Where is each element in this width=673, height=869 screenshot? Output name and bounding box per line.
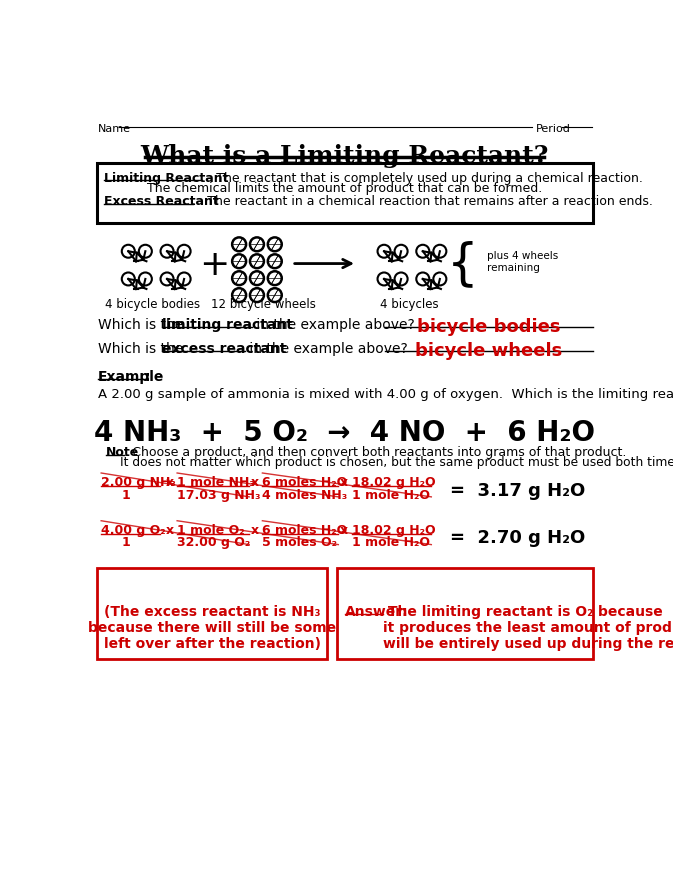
Text: 4 bicycle bodies: 4 bicycle bodies (105, 298, 200, 311)
Text: x: x (166, 475, 174, 488)
Text: limiting reactant: limiting reactant (162, 317, 293, 331)
Text: remaining: remaining (487, 263, 540, 273)
Text: in the example above?: in the example above? (246, 342, 408, 355)
Text: in the example above?: in the example above? (252, 317, 415, 331)
Text: What is a Limiting Reactant?: What is a Limiting Reactant? (141, 144, 548, 169)
Text: (The excess reactant is NH₃
because there will still be some
left over after the: (The excess reactant is NH₃ because ther… (88, 604, 336, 651)
Text: 5 moles O₂: 5 moles O₂ (262, 536, 337, 548)
Text: =  2.70 g H₂O: = 2.70 g H₂O (450, 529, 586, 547)
Text: 18.02 g H₂O: 18.02 g H₂O (351, 523, 435, 536)
Text: 1: 1 (121, 536, 130, 548)
Text: Example: Example (98, 369, 164, 383)
Text: – The reactant in a chemical reaction that remains after a reaction ends.: – The reactant in a chemical reaction th… (192, 195, 653, 208)
Text: plus 4 wheels: plus 4 wheels (487, 251, 559, 261)
Text: 6 moles H₂O: 6 moles H₂O (262, 523, 348, 536)
Text: – The reactant that is completely used up during a chemical reaction.: – The reactant that is completely used u… (202, 172, 643, 185)
Text: Which is the: Which is the (98, 317, 188, 331)
Text: The limiting reactant is O₂ because
it produces the least amount of product and
: The limiting reactant is O₂ because it p… (384, 604, 673, 651)
Text: {: { (446, 240, 479, 288)
Text: 12 bicycle wheels: 12 bicycle wheels (211, 298, 316, 311)
Text: 4.00 g O₂: 4.00 g O₂ (101, 523, 166, 536)
Text: 2.00 g NH₃: 2.00 g NH₃ (101, 475, 176, 488)
Text: 4 moles NH₃: 4 moles NH₃ (262, 488, 348, 501)
Text: Which is the: Which is the (98, 342, 188, 355)
Text: bicycle bodies: bicycle bodies (417, 317, 561, 335)
Text: x: x (251, 475, 259, 488)
Text: 6 moles H₂O: 6 moles H₂O (262, 475, 348, 488)
Text: 18.02 g H₂O: 18.02 g H₂O (351, 475, 435, 488)
Text: Answer:: Answer: (345, 604, 408, 618)
Text: Note: Note (106, 445, 139, 458)
Text: Excess Reactant: Excess Reactant (104, 195, 219, 208)
Text: x: x (251, 523, 259, 536)
Text: +: + (199, 248, 229, 282)
Text: x: x (166, 523, 174, 536)
Text: :: : (145, 369, 150, 383)
Text: 17.03 g NH₃: 17.03 g NH₃ (177, 488, 260, 501)
Text: x: x (340, 523, 348, 536)
Text: 1 mole H₂O: 1 mole H₂O (351, 536, 429, 548)
Text: excess reactant: excess reactant (162, 342, 287, 355)
Text: 32.00 g O₂: 32.00 g O₂ (177, 536, 250, 548)
Text: 1 mole H₂O: 1 mole H₂O (351, 488, 429, 501)
Text: A 2.00 g sample of ammonia is mixed with 4.00 g of oxygen.  Which is the limitin: A 2.00 g sample of ammonia is mixed with… (98, 388, 673, 401)
Text: 4 bicycles: 4 bicycles (380, 298, 439, 311)
Text: Period: Period (536, 124, 571, 135)
FancyBboxPatch shape (96, 163, 594, 223)
Text: 1 mole O₂: 1 mole O₂ (177, 523, 245, 536)
Text: x: x (340, 475, 348, 488)
Text: bicycle wheels: bicycle wheels (415, 342, 563, 359)
Text: =  3.17 g H₂O: = 3.17 g H₂O (450, 481, 586, 499)
FancyBboxPatch shape (336, 569, 592, 660)
Text: 4 NH₃  +  5 O₂  →  4 NO  +  6 H₂O: 4 NH₃ + 5 O₂ → 4 NO + 6 H₂O (94, 418, 595, 446)
Text: Name: Name (98, 124, 131, 135)
Text: Limiting Reactant: Limiting Reactant (104, 172, 229, 185)
FancyBboxPatch shape (96, 569, 328, 660)
Text: The chemical limits the amount of product that can be formed.: The chemical limits the amount of produc… (147, 182, 542, 195)
Text: It does not matter which product is chosen, but the same product must be used bo: It does not matter which product is chos… (120, 455, 673, 468)
Text: 1 mole NH₃: 1 mole NH₃ (177, 475, 255, 488)
Text: 1: 1 (121, 488, 130, 501)
Text: : Choose a product, and then convert both reactants into grams of that product.: : Choose a product, and then convert bot… (125, 445, 627, 458)
